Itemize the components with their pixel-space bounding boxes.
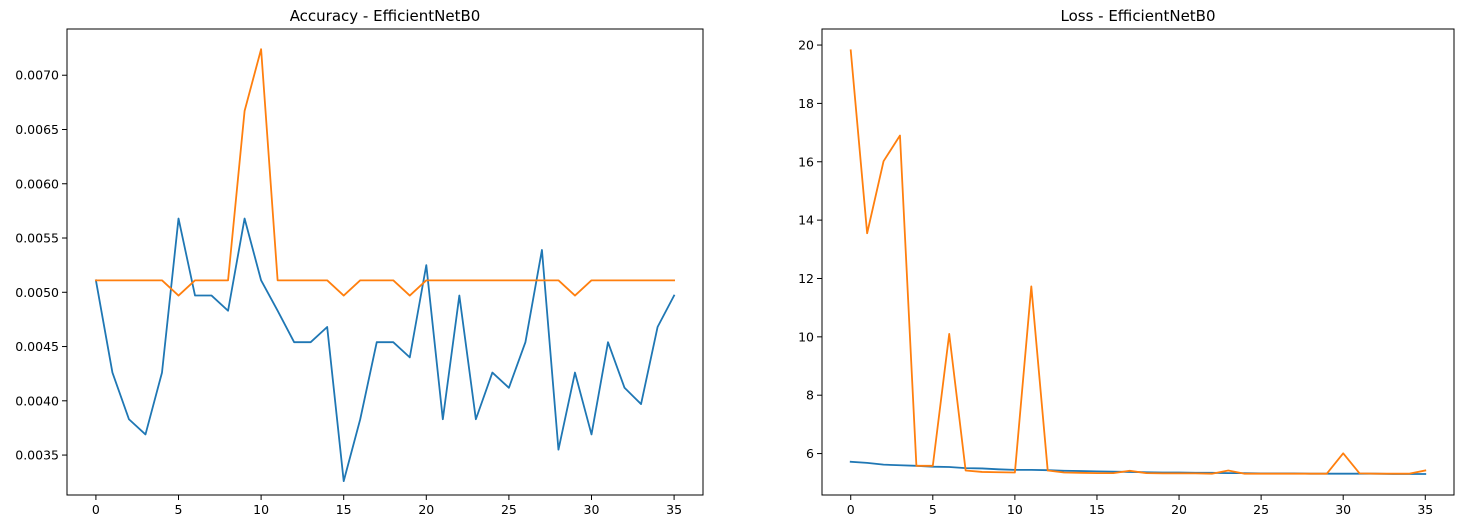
accuracy-x-tick-label: 0	[92, 502, 100, 517]
loss-x-tick-label: 5	[929, 502, 937, 517]
accuracy-y-tick-label: 0.0050	[15, 285, 59, 300]
loss-y-tick-label: 16	[798, 154, 814, 169]
accuracy-chart-title: Accuracy - EfficientNetB0	[290, 7, 481, 25]
accuracy-x-tick-label: 30	[584, 502, 600, 517]
accuracy-y-tick-label: 0.0035	[15, 448, 59, 463]
accuracy-x-tick-label: 25	[501, 502, 517, 517]
accuracy-y-tick-label: 0.0060	[15, 176, 59, 191]
loss-y-tick-label: 14	[798, 213, 814, 228]
accuracy-y-tick-label: 0.0065	[15, 122, 59, 137]
loss-x-tick-label: 25	[1253, 502, 1269, 517]
accuracy-y-tick-label: 0.0055	[15, 231, 59, 246]
loss-x-tick-label: 0	[847, 502, 855, 517]
loss-y-tick-label: 8	[806, 388, 814, 403]
accuracy-series-2-line	[95, 48, 675, 297]
loss-series-2-line	[849, 49, 1427, 475]
loss-x-tick-label: 30	[1335, 502, 1351, 517]
accuracy-x-tick-label: 15	[336, 502, 352, 517]
loss-chart-title: Loss - EfficientNetB0	[1060, 7, 1215, 25]
accuracy-x-tick-label: 20	[418, 502, 434, 517]
loss-y-tick-label: 6	[806, 446, 814, 461]
accuracy-series-1-line	[94, 217, 676, 483]
loss-x-tick-label: 15	[1089, 502, 1105, 517]
accuracy-y-tick-label: 0.0070	[15, 68, 59, 83]
loss-y-tick-label: 10	[798, 329, 814, 344]
accuracy-chart: Accuracy - EfficientNetB0 0 5 10 15 20 25 30 35…	[15, 7, 704, 517]
loss-plot-frame	[821, 28, 1455, 496]
accuracy-plot-frame	[66, 28, 704, 496]
accuracy-y-tick-label: 0.0045	[15, 339, 59, 354]
accuracy-y-tick-label: 0.0040	[15, 393, 59, 408]
accuracy-x-tick-label: 5	[175, 502, 183, 517]
loss-chart: Loss - EfficientNetB0 0 5 10 15 20 25 30 35 6 8 10…	[798, 7, 1455, 517]
loss-y-tick-label: 18	[798, 96, 814, 111]
loss-y-tick-label: 20	[798, 38, 814, 53]
loss-y-tick-label: 12	[798, 271, 814, 286]
loss-x-tick-label: 35	[1417, 502, 1433, 517]
loss-x-tick-label: 20	[1171, 502, 1187, 517]
accuracy-x-tick-label: 35	[666, 502, 682, 517]
accuracy-x-tick-label: 10	[253, 502, 269, 517]
loss-x-tick-label: 10	[1007, 502, 1023, 517]
